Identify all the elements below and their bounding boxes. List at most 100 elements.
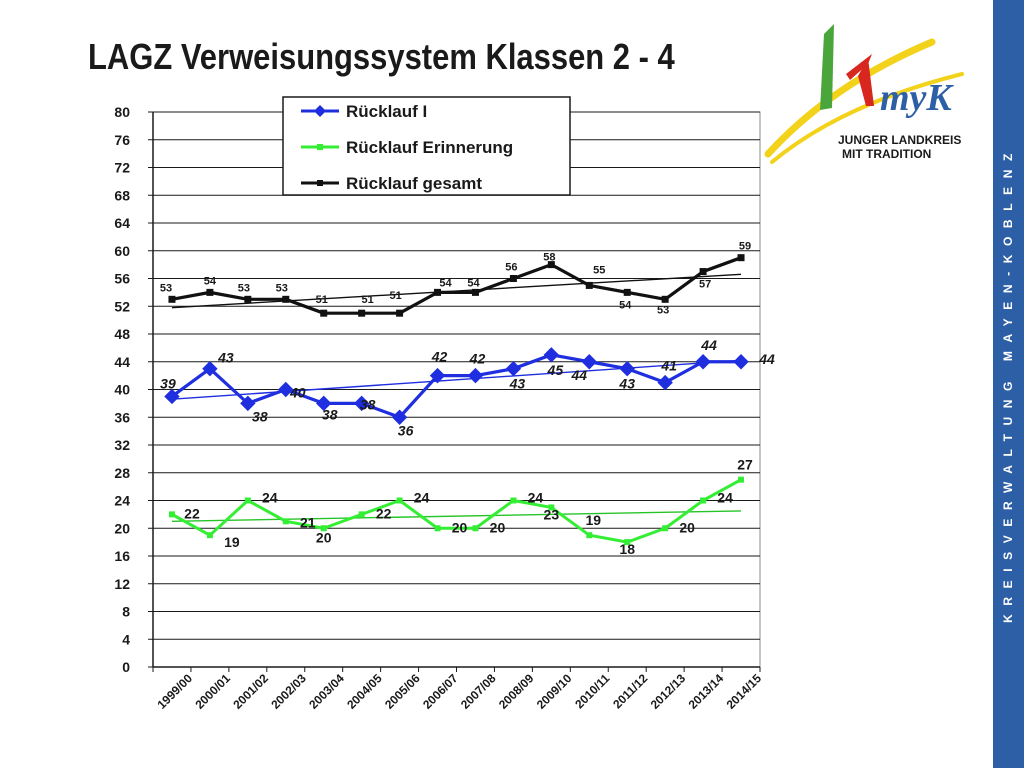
data-point bbox=[623, 288, 631, 296]
x-tick-label: 2005/06 bbox=[382, 671, 423, 712]
series-line bbox=[171, 353, 742, 419]
line-chart: 048121620242832364044485256606468727680 … bbox=[114, 96, 775, 712]
data-point bbox=[472, 525, 479, 532]
data-point bbox=[358, 309, 366, 317]
data-point bbox=[320, 525, 327, 532]
data-label: 53 bbox=[160, 282, 172, 294]
data-label: 59 bbox=[739, 241, 751, 253]
data-point bbox=[733, 354, 749, 370]
x-axis-ticks: 1999/002000/012001/022002/032003/042004/… bbox=[152, 667, 764, 712]
data-point bbox=[471, 288, 479, 296]
data-label: 21 bbox=[300, 514, 316, 530]
data-label: 43 bbox=[217, 350, 234, 366]
data-label: 53 bbox=[657, 304, 669, 316]
data-point bbox=[396, 309, 404, 317]
data-point bbox=[543, 347, 560, 363]
x-tick-label: 2004/05 bbox=[344, 671, 385, 712]
data-label: 20 bbox=[490, 519, 506, 535]
data-point bbox=[661, 295, 669, 303]
y-tick-label: 8 bbox=[122, 604, 130, 620]
x-tick-label: 2010/11 bbox=[572, 671, 612, 711]
data-point bbox=[429, 367, 446, 384]
data-label: 44 bbox=[758, 351, 775, 367]
data-label: 51 bbox=[316, 294, 328, 306]
trend-line bbox=[171, 359, 742, 400]
data-label: 24 bbox=[717, 490, 733, 506]
y-tick-label: 36 bbox=[114, 409, 130, 425]
y-tick-label: 52 bbox=[114, 298, 130, 314]
data-point bbox=[547, 261, 555, 269]
data-point bbox=[240, 395, 256, 412]
y-tick-label: 0 bbox=[122, 659, 130, 675]
data-label: 42 bbox=[469, 351, 486, 367]
data-label: 20 bbox=[316, 529, 332, 545]
legend-label: Rücklauf gesamt bbox=[346, 174, 482, 193]
data-point bbox=[695, 354, 711, 370]
data-point bbox=[434, 288, 442, 296]
data-point bbox=[168, 511, 175, 518]
data-label: 43 bbox=[618, 376, 635, 392]
data-point bbox=[510, 497, 517, 504]
data-point bbox=[699, 268, 707, 276]
data-point bbox=[738, 476, 745, 483]
y-tick-label: 20 bbox=[114, 520, 130, 536]
y-tick-label: 64 bbox=[114, 215, 130, 231]
data-point bbox=[202, 360, 218, 377]
data-point bbox=[700, 497, 707, 504]
data-point bbox=[396, 497, 403, 504]
x-tick-label: 1999/00 bbox=[154, 671, 195, 712]
data-label: 55 bbox=[593, 264, 605, 276]
x-tick-label: 2008/09 bbox=[496, 671, 537, 712]
side-band-text: KREISVERWALTUNG MAYEN-KOBLENZ bbox=[1001, 145, 1015, 623]
series-line bbox=[171, 478, 742, 544]
data-label: 22 bbox=[376, 505, 392, 521]
data-point bbox=[353, 395, 370, 412]
data-labels: 39 43 38 40 38 38 36 42 42 43 45 44 43 41 44 44 22 19 24 21… bbox=[160, 241, 775, 557]
data-point bbox=[467, 367, 484, 384]
data-label: 45 bbox=[547, 362, 564, 378]
data-point bbox=[586, 532, 593, 539]
y-tick-label: 32 bbox=[114, 437, 130, 453]
y-tick-label: 48 bbox=[114, 326, 130, 342]
y-tick-label: 16 bbox=[114, 548, 130, 564]
x-tick-label: 2003/04 bbox=[306, 671, 347, 712]
data-point bbox=[662, 525, 669, 532]
data-point bbox=[505, 360, 522, 377]
data-point bbox=[206, 532, 213, 539]
x-tick-label: 2000/01 bbox=[192, 671, 233, 712]
y-tick-label: 60 bbox=[114, 243, 130, 259]
x-tick-label: 2011/12 bbox=[610, 671, 650, 711]
y-tick-label: 24 bbox=[114, 493, 130, 509]
data-point bbox=[434, 525, 441, 532]
data-label: 19 bbox=[585, 512, 601, 528]
data-label: 24 bbox=[414, 490, 430, 506]
y-tick-label: 68 bbox=[114, 187, 130, 203]
y-tick-label: 4 bbox=[122, 631, 130, 647]
data-label: 24 bbox=[528, 490, 544, 506]
data-label: 42 bbox=[431, 349, 448, 365]
data-label: 38 bbox=[322, 406, 338, 422]
data-label: 23 bbox=[544, 506, 560, 522]
data-point bbox=[168, 295, 176, 303]
data-label: 24 bbox=[262, 490, 278, 506]
x-tick-label: 2007/08 bbox=[458, 671, 499, 712]
x-tick-label: 2012/13 bbox=[648, 671, 689, 712]
series-line bbox=[171, 256, 742, 315]
data-label: 51 bbox=[362, 294, 374, 306]
legend-marker bbox=[314, 105, 326, 117]
logo-mark: myK bbox=[880, 77, 954, 119]
legend-label: Rücklauf Erinnerung bbox=[346, 138, 513, 157]
data-point bbox=[548, 504, 555, 511]
x-tick-label: 2013/14 bbox=[686, 671, 727, 712]
data-label: 54 bbox=[204, 275, 217, 287]
y-tick-label: 72 bbox=[114, 160, 130, 176]
y-tick-label: 40 bbox=[114, 382, 130, 398]
x-tick-label: 2009/10 bbox=[534, 671, 575, 712]
data-point bbox=[509, 275, 517, 282]
data-point bbox=[282, 518, 289, 525]
data-label: 39 bbox=[160, 375, 176, 391]
data-label: 22 bbox=[184, 505, 200, 521]
data-label: 54 bbox=[619, 299, 632, 311]
data-label: 40 bbox=[289, 385, 306, 401]
